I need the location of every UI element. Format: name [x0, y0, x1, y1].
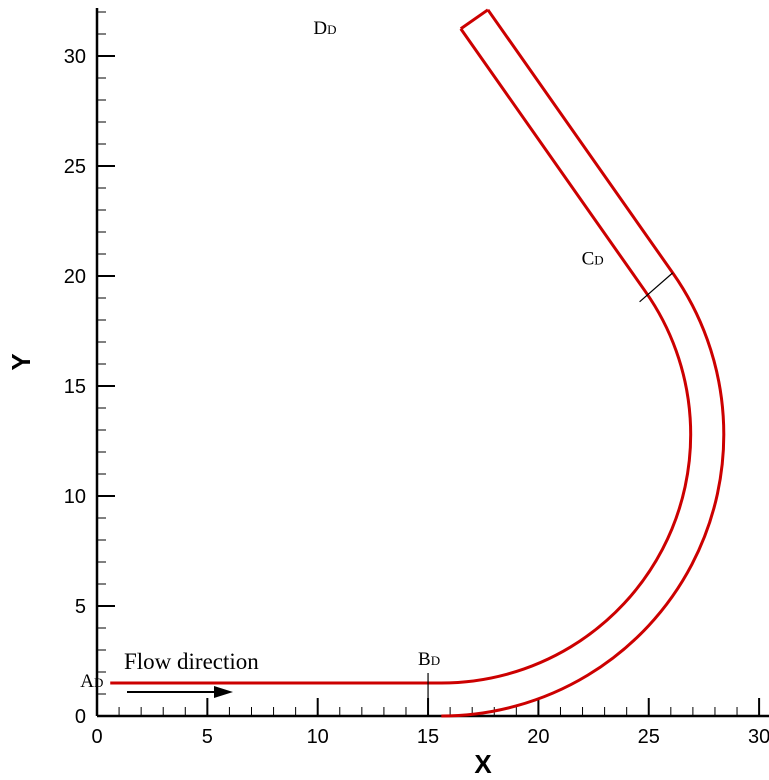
channel-outline: [110, 8, 726, 718]
point-label-sub: D: [94, 675, 103, 690]
x-tick-label: 5: [202, 726, 213, 748]
y-tick-label: 5: [75, 596, 86, 618]
x-tick-label: 15: [417, 726, 439, 748]
point-label-main: D: [313, 18, 327, 39]
point-label-sub: D: [327, 22, 336, 37]
point-label: DD: [313, 18, 336, 39]
y-tick-label: 0: [75, 706, 86, 728]
y-tick-label: 10: [64, 486, 86, 508]
flow-direction: Flow direction: [124, 649, 259, 698]
x-tick-label: 10: [307, 726, 329, 748]
section-lines: [427, 272, 674, 716]
point-label-main: A: [80, 671, 94, 692]
y-axis-title: Y: [6, 353, 36, 370]
axes: [95, 8, 769, 718]
x-axis-title: X: [474, 749, 492, 779]
point-label-main: C: [582, 249, 595, 270]
y-tick-label: 20: [64, 266, 86, 288]
channel-inner-wall: [110, 27, 693, 685]
y-tick-label: 25: [64, 156, 86, 178]
axis-ticks: [96, 11, 761, 717]
point-label-sub: D: [594, 253, 603, 268]
y-tick-label: 15: [64, 376, 86, 398]
section-line-c: [639, 272, 674, 303]
x-tick-label: 25: [638, 726, 660, 748]
x-tick-label: 0: [91, 726, 102, 748]
y-tick-label: 30: [64, 46, 86, 68]
x-tick-label: 20: [527, 726, 549, 748]
point-label-sub: D: [431, 653, 440, 668]
point-label-main: B: [418, 649, 431, 670]
point-label: AD: [80, 671, 103, 692]
axis-tick-labels: 0 5 10 15 20 25 30 0 5 10 15 20 25 30: [64, 46, 769, 748]
channel-outlet-edge: [459, 8, 489, 30]
flow-arrow-head: [214, 686, 233, 698]
flow-direction-label: Flow direction: [124, 649, 259, 674]
point-label: BD: [418, 649, 440, 670]
channel-outer-wall: [441, 8, 726, 718]
x-tick-label: 30: [748, 726, 769, 748]
point-label: CD: [582, 249, 604, 270]
